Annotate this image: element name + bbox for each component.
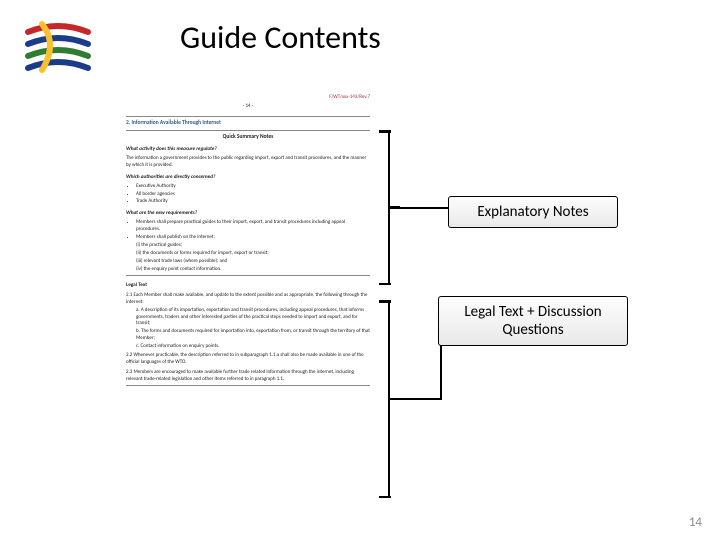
- divider: [126, 116, 370, 117]
- summary-heading: Quick Summary Notes: [126, 134, 370, 141]
- para-2-1-a: a. A description of its importation, exp…: [136, 307, 370, 327]
- bracket-lower: [388, 300, 390, 498]
- list-item: Executive Authority: [136, 183, 370, 190]
- section-num: 2.: [126, 120, 130, 126]
- sub-item: (i) the practical guides;: [136, 242, 370, 249]
- doc-page-number: - 14 -: [126, 103, 370, 110]
- doc-section-header: 2. Information Available Through Interne…: [126, 120, 370, 127]
- sub-item: (iv) the enquiry point contact informati…: [136, 266, 370, 273]
- document-preview: F/WT/xxx-143/Rev.7 - 14 - 2. Information…: [108, 88, 388, 486]
- list-item: Trade Authority: [136, 198, 370, 205]
- divider: [126, 385, 370, 386]
- callout-explanatory-notes: Explanatory Notes: [448, 196, 618, 228]
- sub-item: (ii) the documents or forms required for…: [136, 250, 370, 257]
- divider: [126, 130, 370, 131]
- para-2-1: 2.1 Each Member shall make available, an…: [126, 292, 370, 306]
- question-3: What are the new requirements?: [126, 210, 370, 217]
- slide-number: 14: [689, 515, 702, 530]
- para-2-1-b: b. The forms and documents required for …: [136, 328, 370, 342]
- connector-line: [400, 207, 448, 209]
- list-item: Members shall prepare practical guides t…: [136, 219, 370, 233]
- answer-1: The information a government provides to…: [126, 155, 370, 169]
- para-2-3: 2.3 Members are encouraged to make avail…: [126, 369, 370, 383]
- list-item: All border agencies: [136, 191, 370, 198]
- legal-heading: Legal Text: [126, 282, 370, 289]
- callout-legal-text: Legal Text + Discussion Questions: [438, 296, 628, 346]
- requirements-list: Members shall prepare practical guides t…: [136, 219, 370, 240]
- question-2: Which authorities are directly concerned…: [126, 174, 370, 181]
- para-2-1-c: c. Contact information on enquiry points…: [136, 343, 370, 350]
- wto-logo: [22, 18, 94, 76]
- connector-line: [400, 398, 442, 400]
- list-item: Members shall publish on the internet:: [136, 234, 370, 241]
- doc-reference: F/WT/xxx-143/Rev.7: [126, 94, 370, 101]
- question-1: What activity does this measure regulate…: [126, 146, 370, 153]
- connector-line: [440, 340, 442, 400]
- section-title: Information Available Through Internet: [131, 120, 220, 126]
- divider: [126, 275, 370, 276]
- para-2-2: 2.2 Whenever practicable, the descriptio…: [126, 352, 370, 366]
- authorities-list: Executive Authority All border agencies …: [136, 183, 370, 205]
- sub-item: (iii) relevant trade laws (where possibl…: [136, 258, 370, 265]
- slide-title: Guide Contents: [180, 18, 381, 57]
- bracket-upper: [388, 130, 390, 285]
